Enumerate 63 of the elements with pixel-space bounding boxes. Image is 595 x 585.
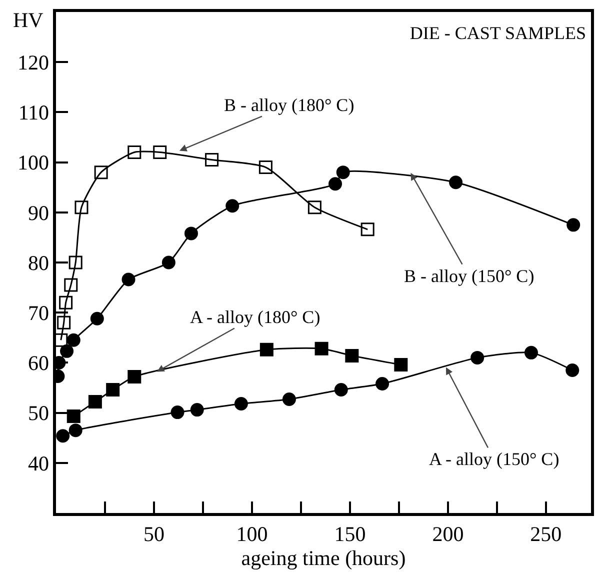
x-tick-label: 200: [432, 522, 464, 546]
point: [360, 222, 374, 236]
y-tick-label: 100: [18, 150, 50, 175]
x-tick-label: 100: [236, 522, 268, 546]
point: [334, 383, 348, 396]
point: [345, 348, 359, 362]
point: [394, 358, 408, 372]
point: [60, 344, 74, 358]
y-tick-label: 70: [28, 300, 50, 325]
y-tick-label: 40: [28, 451, 50, 476]
point: [258, 160, 272, 174]
point: [74, 200, 88, 214]
point: [566, 363, 580, 377]
point: [308, 200, 322, 214]
point: [226, 199, 240, 213]
x-tick-label: 150: [334, 522, 366, 546]
annotation: A - alloy (180° C): [190, 307, 320, 327]
point: [90, 312, 104, 326]
annotation: A - alloy (150° C): [429, 449, 560, 469]
point: [190, 403, 204, 417]
annotation: B - alloy (180° C): [224, 95, 354, 115]
point: [128, 370, 142, 384]
y-tick-label: 60: [28, 351, 50, 376]
point: [566, 218, 580, 232]
point: [524, 346, 538, 360]
point: [128, 146, 142, 160]
text: DIE - CAST SAMPLES: [410, 22, 586, 43]
y-tick-label: 90: [28, 200, 50, 225]
annotation: B - alloy (150° C): [404, 266, 534, 286]
y-axis-title: HV: [13, 8, 44, 32]
point: [94, 166, 108, 180]
y-tick-label: 80: [28, 250, 50, 275]
point: [66, 410, 80, 424]
x-tick-label: 250: [530, 522, 562, 546]
point: [88, 395, 102, 409]
point: [314, 342, 328, 356]
point: [328, 177, 342, 191]
point: [68, 256, 82, 270]
point: [68, 424, 82, 438]
point: [57, 316, 71, 330]
point: [162, 256, 176, 270]
point: [64, 278, 78, 292]
point: [122, 272, 136, 286]
point: [153, 146, 167, 160]
point: [170, 406, 184, 420]
y-tick-label: 50: [28, 401, 50, 426]
point: [449, 176, 463, 190]
point: [205, 153, 219, 167]
point: [106, 383, 120, 396]
point: [336, 166, 350, 180]
x-tick-label: 50: [143, 522, 164, 546]
point: [260, 342, 274, 356]
point: [470, 350, 484, 364]
point: [56, 429, 70, 443]
point: [184, 226, 198, 240]
point: [59, 296, 73, 310]
y-tick-label: 110: [18, 100, 50, 125]
point: [66, 333, 80, 347]
x-axis-title: ageing time (hours): [241, 546, 406, 570]
point: [376, 376, 390, 390]
y-tick-label: 120: [18, 50, 50, 74]
point: [282, 392, 296, 406]
point: [234, 397, 248, 411]
